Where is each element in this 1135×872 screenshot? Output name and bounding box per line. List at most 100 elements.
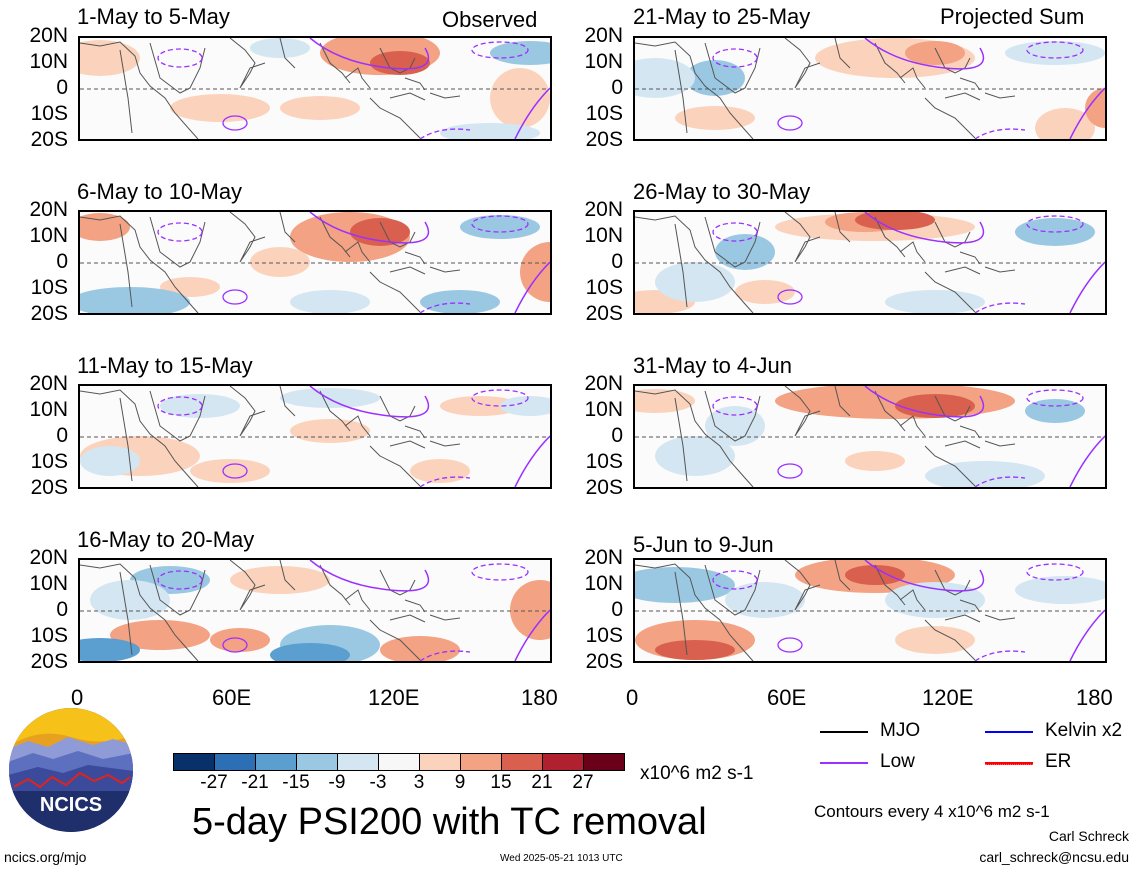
- negative-anomaly: [160, 394, 240, 418]
- low-contour: [1069, 261, 1105, 313]
- lon-label-180-left: 180: [521, 685, 558, 710]
- positive-anomaly: [895, 394, 975, 418]
- positive-anomaly: [735, 280, 795, 304]
- lat-label: 20N: [29, 546, 68, 569]
- positive-anomaly: [1085, 88, 1105, 128]
- lat-label: 10S: [30, 450, 68, 473]
- lon-label-180-right: 180: [1076, 685, 1113, 710]
- negative-anomaly: [885, 290, 985, 313]
- lat-label: 20N: [584, 24, 623, 47]
- legend-er-label: ER: [1045, 751, 1072, 772]
- lat-label: 0: [56, 76, 68, 99]
- map-panel-proj-2: [633, 210, 1107, 315]
- low-contour-dashed: [471, 563, 529, 581]
- lat-label: 0: [611, 76, 623, 99]
- map-panel-proj-4: [633, 558, 1107, 663]
- negative-anomaly: [705, 406, 765, 446]
- low-contour: [309, 560, 430, 592]
- positive-anomaly: [170, 94, 270, 122]
- coastline: [635, 38, 1016, 139]
- positive-anomaly: [250, 247, 310, 277]
- lat-label: 10S: [585, 450, 623, 473]
- colorbar-label: 15: [490, 772, 512, 793]
- panel-title-obs-3: 11-May to 15-May: [77, 353, 253, 378]
- main-title: 5-day PSI200 with TC removal: [192, 801, 707, 843]
- coastline: [80, 560, 461, 661]
- low-contour: [309, 386, 430, 418]
- lat-label: 20S: [30, 128, 68, 151]
- author: Carl Schreck: [1048, 828, 1129, 844]
- map-panel-obs-3: [78, 384, 552, 489]
- panel-title-proj-1: 21-May to 25-May: [633, 4, 811, 29]
- projected-sum-header: Projected Sum: [940, 4, 1085, 29]
- lon-label-0-left: 0: [71, 685, 84, 710]
- lat-label: 10N: [29, 572, 68, 595]
- lat-label: 20N: [584, 198, 623, 221]
- lat-label: 20S: [585, 650, 623, 673]
- lat-label: 20S: [585, 302, 623, 325]
- site-link[interactable]: ncics.org/mjo: [4, 849, 87, 865]
- lon-label-60e-right: 60E: [767, 685, 807, 710]
- positive-anomaly: [230, 566, 330, 594]
- low-contour-dashed: [712, 222, 758, 242]
- colorbar-cell: [419, 753, 461, 771]
- colorbar-label: 21: [531, 772, 553, 793]
- lat-label: 10N: [584, 50, 623, 73]
- author-email[interactable]: carl_schreck@ncsu.edu: [979, 849, 1129, 865]
- colorbar-cell: [501, 753, 543, 771]
- lat-label: 20S: [30, 302, 68, 325]
- low-contour-dashed: [419, 650, 471, 661]
- negative-anomaly: [725, 582, 805, 618]
- lat-label: 0: [56, 424, 68, 447]
- low-contour-dashed: [1026, 41, 1084, 59]
- positive-anomaly: [895, 626, 975, 654]
- contour-note: Contours every 4 x10^6 m2 s-1: [814, 802, 1050, 821]
- low-contour: [864, 38, 985, 70]
- positive-anomaly: [410, 459, 470, 483]
- negative-anomaly: [655, 262, 735, 302]
- legend-mjo-line: [820, 731, 868, 733]
- colorbar-cell: [542, 753, 584, 771]
- low-contour-dashed: [974, 302, 1026, 313]
- coastline: [80, 212, 461, 313]
- negative-anomaly: [270, 643, 350, 661]
- coastline: [635, 386, 1016, 487]
- positive-anomaly: [520, 242, 550, 302]
- low-contour-dashed: [974, 128, 1026, 139]
- low-contour-dashed: [157, 396, 203, 416]
- positive-anomaly: [370, 51, 430, 75]
- lat-label: 20N: [584, 372, 623, 395]
- coastline: [80, 386, 461, 487]
- logo-text: NCICS: [40, 794, 102, 816]
- lat-label: 10N: [29, 50, 68, 73]
- lat-label: 10S: [30, 276, 68, 299]
- lat-label: 10S: [585, 276, 623, 299]
- negative-anomaly: [420, 290, 500, 313]
- low-contour-dashed: [471, 41, 529, 59]
- colorbar-cell: [173, 753, 215, 771]
- map-panel-proj-3: [633, 384, 1107, 489]
- panel-title-obs-4: 16-May to 20-May: [77, 527, 255, 552]
- colorbar-cell: [460, 753, 502, 771]
- low-contour: [1069, 609, 1105, 661]
- lat-label: 20S: [30, 476, 68, 499]
- lat-label: 10S: [30, 624, 68, 647]
- negative-anomaly: [290, 290, 370, 313]
- negative-anomaly: [635, 567, 735, 603]
- low-contour-dashed: [974, 650, 1026, 661]
- positive-anomaly: [110, 620, 210, 650]
- colorbar-cell: [337, 753, 379, 771]
- low-contour-dashed: [712, 570, 758, 590]
- map-panel-obs-1: [78, 36, 552, 141]
- lat-label: 0: [611, 424, 623, 447]
- lat-label: 10S: [30, 102, 68, 125]
- map-panel-proj-1: [633, 36, 1107, 141]
- lat-label: 20S: [585, 128, 623, 151]
- negative-anomaly: [80, 638, 140, 661]
- negative-anomaly: [1015, 576, 1105, 604]
- low-contour-dashed: [1026, 215, 1084, 233]
- positive-anomaly: [190, 459, 270, 483]
- low-contour-dashed: [419, 128, 471, 139]
- positive-anomaly: [855, 212, 935, 230]
- panel-title-obs-1: 1-May to 5-May: [77, 4, 230, 29]
